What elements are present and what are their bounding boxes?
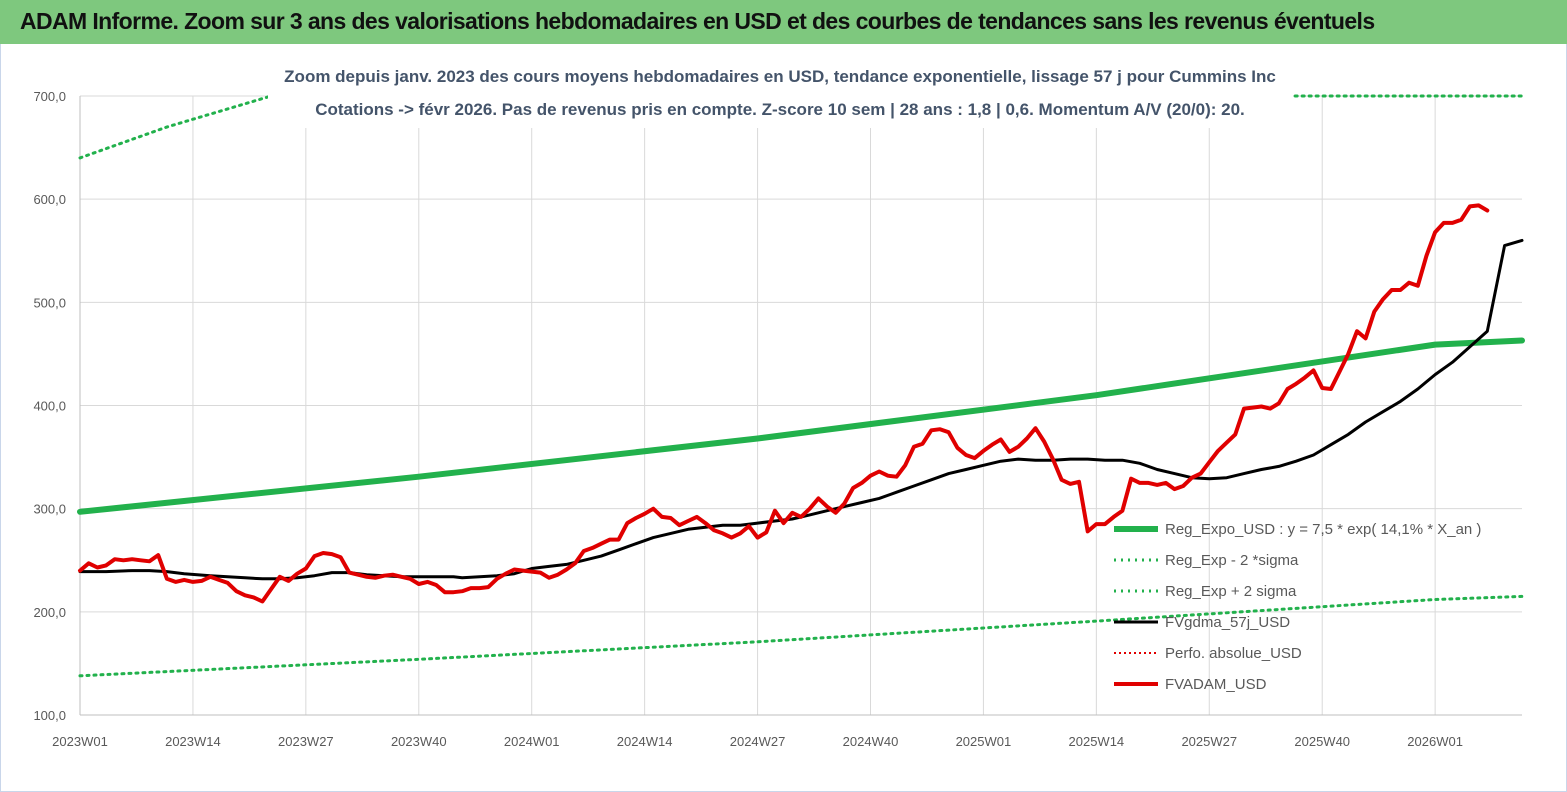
- x-tick-label: 2024W27: [730, 734, 786, 749]
- chart-grid: [79, 95, 1522, 716]
- x-tick-label: 2025W01: [956, 734, 1012, 749]
- sigma-bands: [78, 94, 1524, 678]
- y-tick-label: 600,0: [33, 192, 66, 207]
- price-line: [78, 203, 1490, 604]
- y-tick-label: 700,0: [33, 89, 66, 104]
- x-tick-label: 2023W01: [52, 734, 108, 749]
- chart-title: Zoom depuis janv. 2023 des cours moyens …: [268, 58, 1293, 128]
- trend-line: [77, 337, 1525, 515]
- legend-label: Reg_Expo_USD : y = 7,5 * exp( 14,1% * X_…: [1165, 521, 1481, 538]
- y-tick-label: 400,0: [33, 399, 66, 414]
- chart-series: [77, 203, 1525, 604]
- x-tick-label: 2024W14: [617, 734, 673, 749]
- x-tick-label: 2026W01: [1407, 734, 1463, 749]
- x-tick-label: 2023W27: [278, 734, 334, 749]
- report-banner: ADAM Informe. Zoom sur 3 ans des valoris…: [0, 0, 1567, 44]
- smoothed-line: [78, 238, 1524, 581]
- x-axis-labels: 2023W01 2023W14 2023W27 2023W40 2024W01 2024W…: [52, 734, 1463, 749]
- y-axis-labels: 100,0 200,0 300,0 400,0 500,0 600,0 700,0: [33, 89, 66, 723]
- legend-label: Reg_Exp + 2 sigma: [1165, 583, 1297, 600]
- chart-title-line-2: Cotations -> févr 2026. Pas de revenus p…: [315, 100, 1245, 119]
- x-tick-label: 2024W40: [843, 734, 899, 749]
- y-tick-label: 300,0: [33, 502, 66, 517]
- x-tick-label: 2025W27: [1181, 734, 1237, 749]
- x-tick-label: 2023W14: [165, 734, 221, 749]
- sigma-minus-line: [78, 594, 1524, 678]
- legend-label: FVADAM_USD: [1165, 676, 1267, 693]
- legend-label: FVgdma_57j_USD: [1165, 614, 1290, 631]
- legend-label: Perfo. absolue_USD: [1165, 645, 1302, 662]
- chart-title-line-1: Zoom depuis janv. 2023 des cours moyens …: [284, 67, 1276, 86]
- valuation-chart: Zoom depuis janv. 2023 des cours moyens …: [33, 58, 1525, 749]
- legend-label: Reg_Exp - 2 *sigma: [1165, 552, 1299, 569]
- y-tick-label: 500,0: [33, 295, 66, 310]
- x-tick-label: 2024W01: [504, 734, 560, 749]
- chart-legend: Reg_Expo_USD : y = 7,5 * exp( 14,1% * X_…: [1114, 521, 1481, 693]
- x-tick-label: 2025W14: [1069, 734, 1125, 749]
- y-tick-label: 200,0: [33, 605, 66, 620]
- y-tick-label: 100,0: [33, 708, 66, 723]
- report-title: ADAM Informe. Zoom sur 3 ans des valoris…: [20, 8, 1375, 34]
- x-tick-label: 2023W40: [391, 734, 447, 749]
- x-tick-label: 2025W40: [1294, 734, 1350, 749]
